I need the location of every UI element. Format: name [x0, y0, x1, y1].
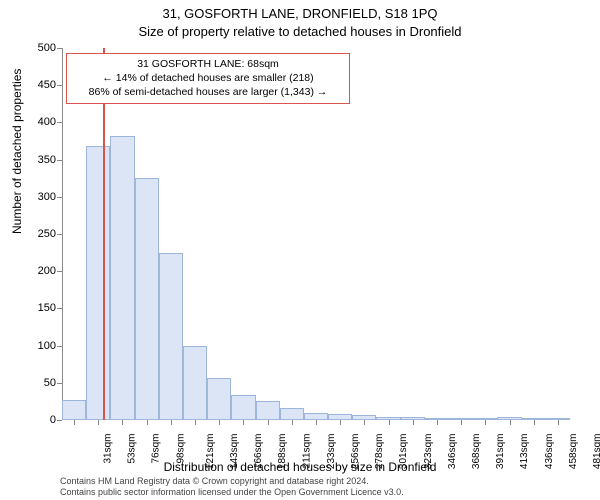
histogram-bar	[304, 413, 328, 420]
y-tick-label: 100	[26, 340, 56, 352]
x-axis-label: Distribution of detached houses by size …	[0, 460, 600, 474]
x-tick-mark	[195, 420, 196, 425]
x-tick-mark	[534, 420, 535, 425]
x-tick-label: 98sqm	[175, 434, 186, 464]
page-subtitle: Size of property relative to detached ho…	[0, 24, 600, 39]
x-tick-mark	[413, 420, 414, 425]
y-tick-label: 350	[26, 154, 56, 166]
y-tick-mark	[57, 383, 62, 384]
histogram-bar	[62, 400, 86, 420]
x-tick-mark	[292, 420, 293, 425]
y-tick-label: 450	[26, 79, 56, 91]
histogram-bar	[231, 395, 255, 420]
x-tick-mark	[122, 420, 123, 425]
x-tick-mark	[74, 420, 75, 425]
page-title: 31, GOSFORTH LANE, DRONFIELD, S18 1PQ	[0, 6, 600, 21]
marker-line	[103, 48, 105, 420]
annotation-line3: 86% of semi-detached houses are larger (…	[73, 85, 343, 99]
plot-area: 05010015020025030035040045050031sqm53sqm…	[62, 48, 570, 420]
y-tick-mark	[57, 160, 62, 161]
footer-text: Contains HM Land Registry data © Crown c…	[60, 476, 404, 498]
histogram-bar	[86, 146, 110, 420]
x-tick-mark	[389, 420, 390, 425]
x-tick-mark	[461, 420, 462, 425]
footer-line2: Contains public sector information licen…	[60, 487, 404, 498]
histogram-bar	[110, 136, 134, 420]
x-tick-mark	[316, 420, 317, 425]
y-tick-label: 250	[26, 228, 56, 240]
y-tick-label: 400	[26, 116, 56, 128]
y-tick-label: 50	[26, 377, 56, 389]
footer-line1: Contains HM Land Registry data © Crown c…	[60, 476, 404, 487]
y-tick-mark	[57, 346, 62, 347]
histogram-bar	[280, 408, 304, 420]
x-tick-label: 31sqm	[103, 434, 114, 464]
x-tick-mark	[268, 420, 269, 425]
y-tick-label: 0	[26, 414, 56, 426]
y-tick-mark	[57, 122, 62, 123]
y-tick-label: 200	[26, 265, 56, 277]
x-tick-label: 53sqm	[127, 434, 138, 464]
y-tick-label: 150	[26, 302, 56, 314]
histogram-bar	[183, 346, 207, 420]
x-tick-mark	[219, 420, 220, 425]
y-tick-mark	[57, 308, 62, 309]
y-tick-label: 500	[26, 42, 56, 54]
x-tick-mark	[147, 420, 148, 425]
y-tick-mark	[57, 85, 62, 86]
histogram-bar	[159, 253, 183, 420]
y-tick-mark	[57, 48, 62, 49]
histogram-bar	[135, 178, 159, 420]
x-tick-mark	[340, 420, 341, 425]
x-tick-mark	[510, 420, 511, 425]
histogram-bar	[256, 401, 280, 420]
y-tick-mark	[57, 197, 62, 198]
annotation-box: 31 GOSFORTH LANE: 68sqm← 14% of detached…	[66, 53, 350, 104]
x-tick-mark	[364, 420, 365, 425]
y-axis-label: Number of detached properties	[10, 69, 24, 234]
histogram-bar	[207, 378, 231, 420]
annotation-line1: 31 GOSFORTH LANE: 68sqm	[73, 57, 343, 71]
x-tick-mark	[437, 420, 438, 425]
x-tick-mark	[558, 420, 559, 425]
x-tick-mark	[485, 420, 486, 425]
y-tick-label: 300	[26, 191, 56, 203]
x-tick-mark	[171, 420, 172, 425]
x-tick-mark	[243, 420, 244, 425]
y-tick-mark	[57, 271, 62, 272]
chart-container: 31, GOSFORTH LANE, DRONFIELD, S18 1PQ Si…	[0, 0, 600, 500]
x-tick-label: 76sqm	[151, 434, 162, 464]
y-tick-mark	[57, 420, 62, 421]
y-tick-mark	[57, 234, 62, 235]
annotation-line2: ← 14% of detached houses are smaller (21…	[73, 71, 343, 85]
x-tick-mark	[98, 420, 99, 425]
